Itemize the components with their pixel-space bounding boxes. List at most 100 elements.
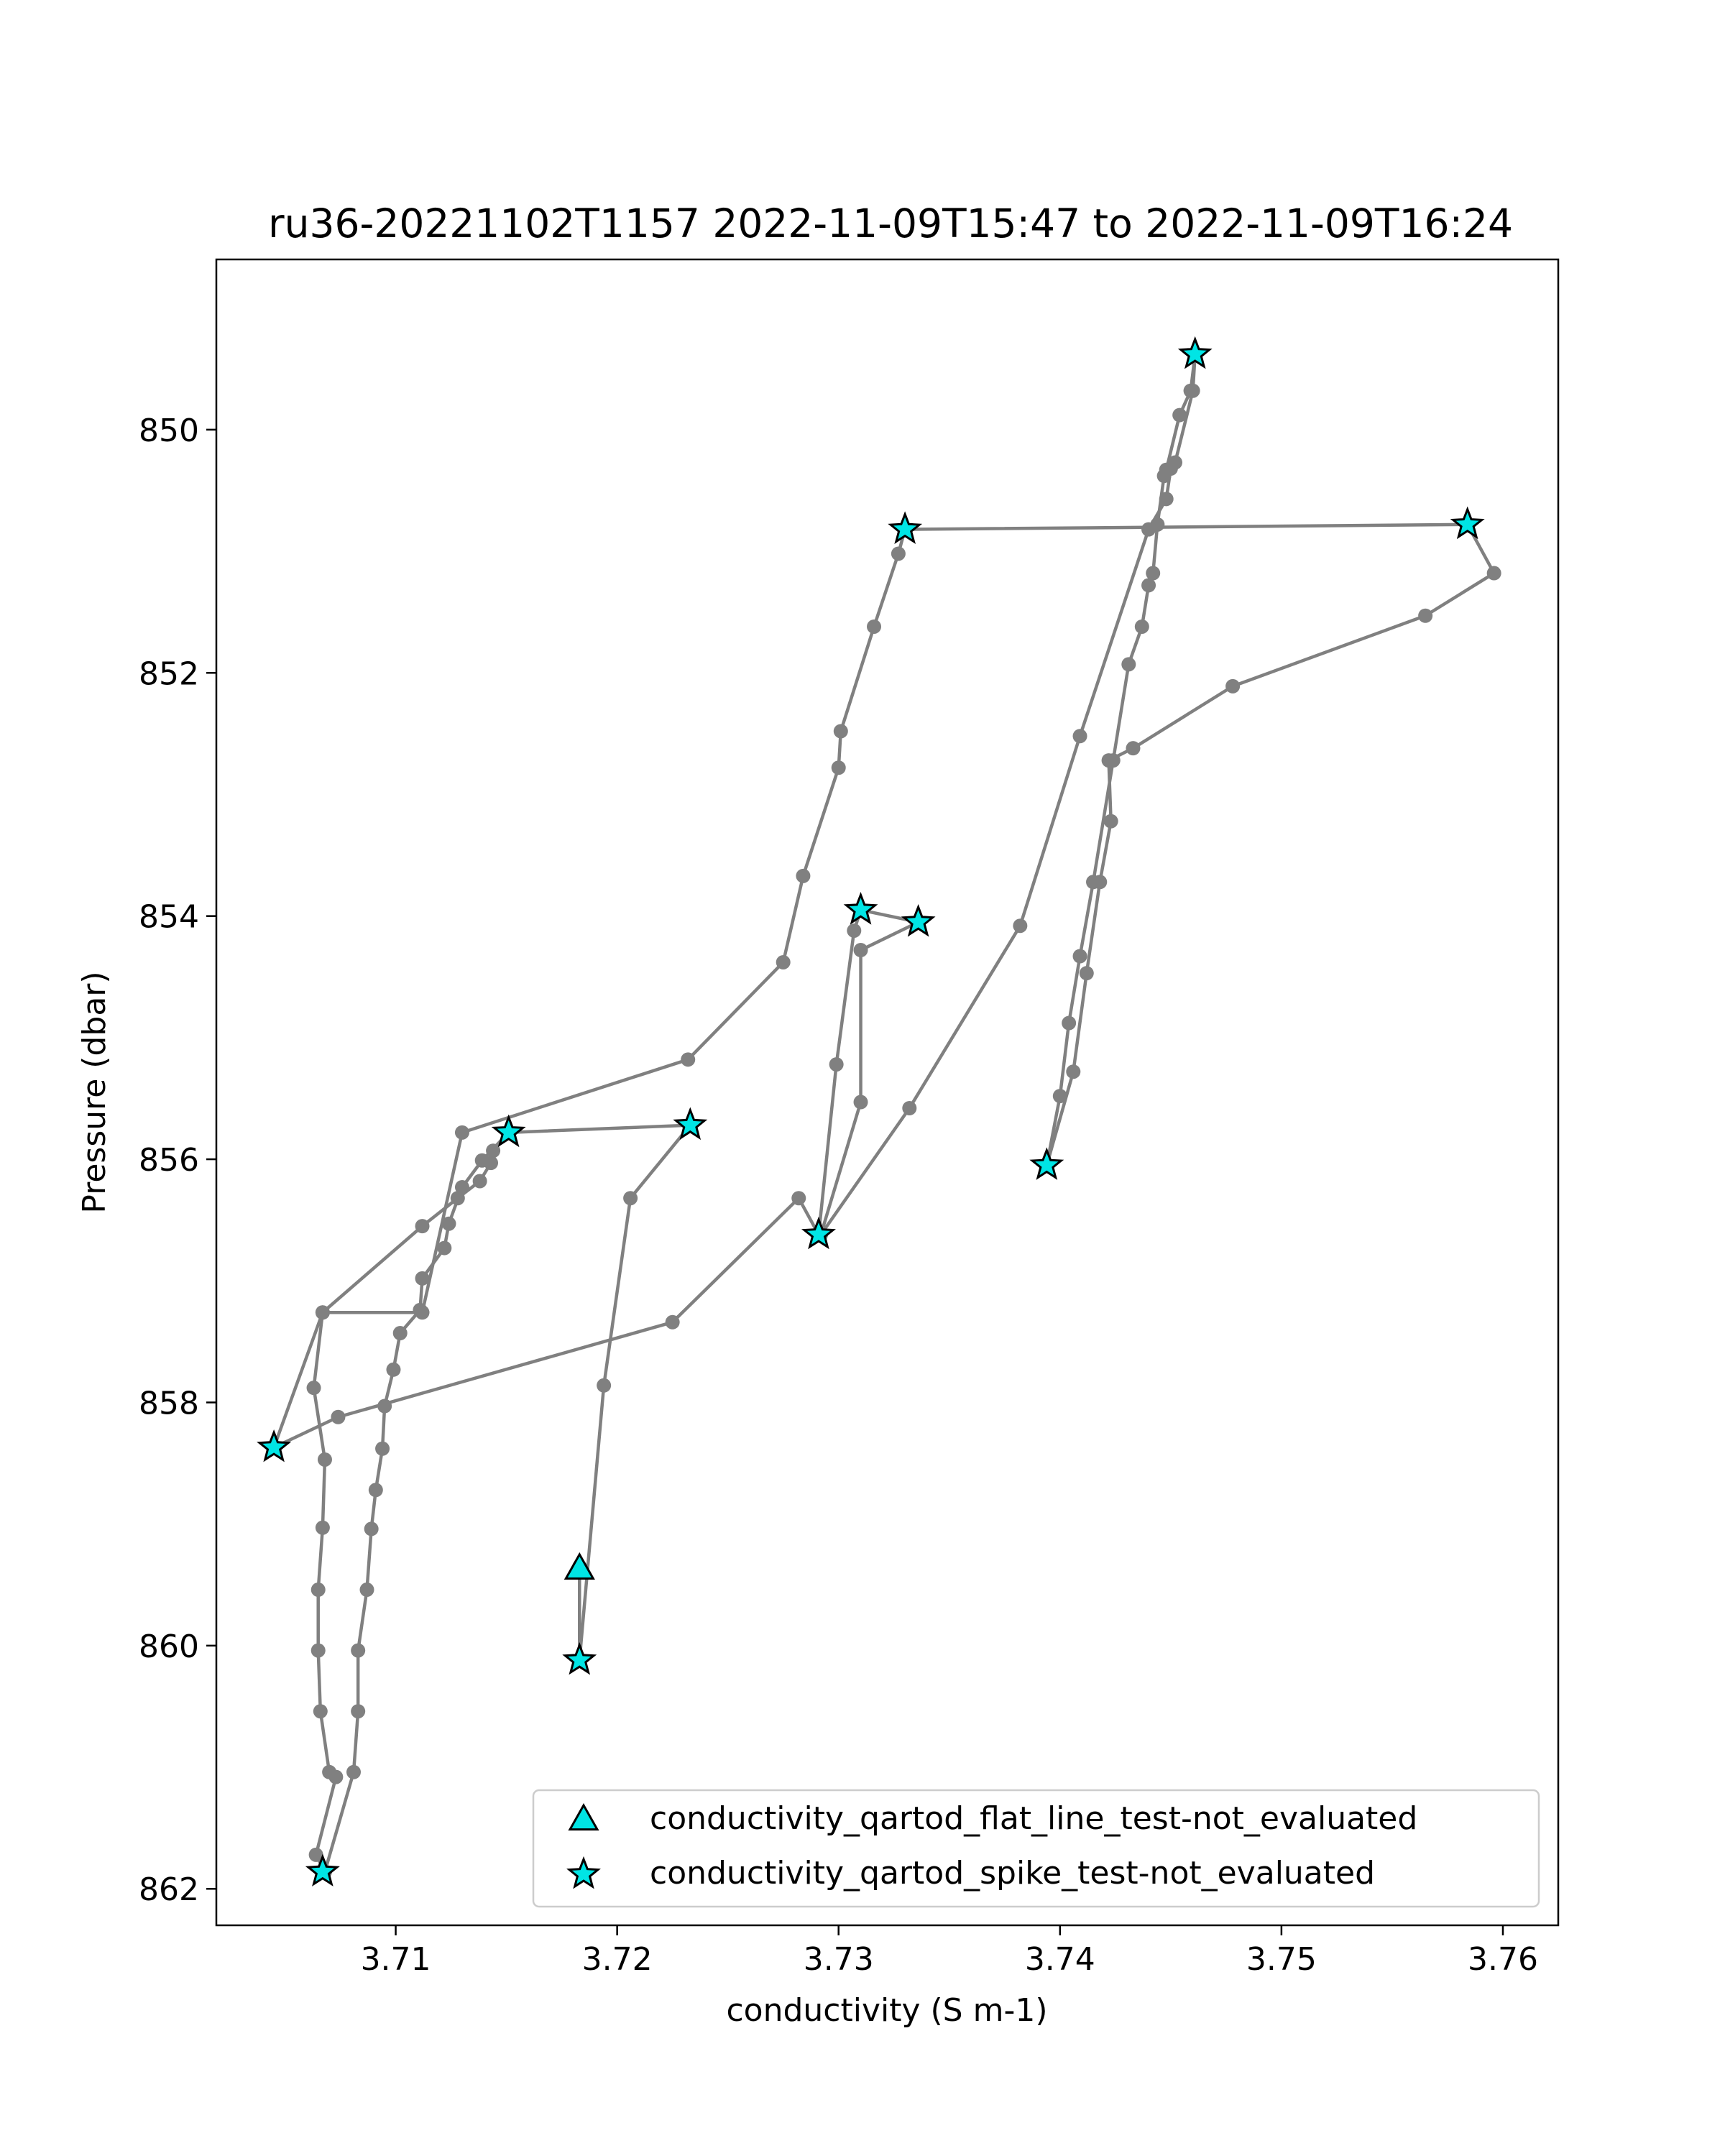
profile-point: [1156, 469, 1172, 484]
profile-line-segment: [1067, 954, 1082, 1025]
profile-point: [386, 1362, 401, 1377]
profile-point: [1225, 678, 1241, 694]
profile-point: [1072, 729, 1087, 744]
flat-line-flag-triangle-marker: [564, 1552, 595, 1580]
profile-point: [681, 1052, 696, 1067]
profile-point: [867, 619, 882, 634]
legend-box: [532, 1789, 1540, 1908]
profile-line-segment: [578, 1383, 606, 1662]
profile-line-segment: [628, 1123, 692, 1200]
profile-point: [902, 1100, 917, 1115]
spike-flag-star-marker: [491, 1114, 526, 1148]
profile-line-segment: [420, 1196, 460, 1228]
profile-point: [315, 1520, 330, 1535]
profile-point: [310, 1583, 326, 1598]
profile-line-segment: [816, 1062, 838, 1237]
profile-point: [413, 1302, 428, 1317]
legend-star-marker: [566, 1856, 601, 1889]
profile-line-segment: [356, 1588, 369, 1652]
profile-line-segment: [834, 929, 856, 1067]
profile-line-segment: [321, 1224, 424, 1314]
y-tick-label: 860: [139, 1628, 199, 1665]
spike-flag-star-marker: [1029, 1147, 1064, 1180]
x-tick-label: 3.76: [1468, 1941, 1538, 1978]
profile-point: [437, 1240, 452, 1256]
x-tick-label: 3.74: [1025, 1941, 1095, 1978]
profile-point: [1079, 966, 1094, 981]
profile-point: [853, 943, 868, 958]
chart-title: ru36-20221102T1157 2022-11-09T15:47 to 2…: [268, 201, 1513, 247]
spike-flag-star-marker: [562, 1642, 597, 1675]
profile-point: [441, 1216, 456, 1231]
profile-point: [310, 1643, 326, 1658]
profile-point: [1062, 1015, 1077, 1031]
profile-point: [829, 1057, 844, 1072]
legend-triangle-icon: [568, 1802, 599, 1831]
profile-line-segment: [1173, 389, 1195, 464]
plot-frame: [215, 258, 1560, 1927]
profile-point: [472, 1174, 487, 1189]
profile-point: [313, 1704, 328, 1719]
legend-label-spike: conductivity_qartod_spike_test-not_evalu…: [650, 1855, 1375, 1892]
profile-point: [1103, 814, 1118, 829]
profile-line-segment: [316, 1649, 323, 1713]
spike-flag-star-marker: [305, 1853, 340, 1886]
profile-point: [1418, 608, 1433, 623]
profile-line-segment: [602, 1196, 632, 1388]
profile-point: [364, 1521, 379, 1537]
y-axis-label: Pressure (dbar): [76, 971, 113, 1213]
profile-point: [346, 1764, 362, 1779]
profile-line-segment: [1078, 880, 1095, 958]
profile-point: [1052, 1089, 1067, 1104]
profile-point: [833, 724, 848, 739]
profile-point: [351, 1643, 366, 1658]
profile-point: [1013, 918, 1028, 934]
profile-point: [415, 1271, 430, 1286]
profile-line-segment: [839, 625, 876, 733]
profile-point: [796, 868, 811, 883]
profile-point: [454, 1179, 469, 1194]
profile-point: [1159, 492, 1174, 507]
legend-star-icon: [566, 1856, 601, 1889]
profile-point: [315, 1305, 330, 1320]
y-tick-label: 856: [139, 1142, 199, 1179]
profile-line-segment: [321, 1457, 327, 1529]
profile-line-segment: [351, 1709, 360, 1774]
profile-point: [328, 1769, 344, 1784]
profile-point: [791, 1191, 806, 1206]
profile-point: [1101, 753, 1116, 768]
y-tick-label: 858: [139, 1385, 199, 1422]
profile-point: [1172, 407, 1187, 423]
profile-point: [450, 1191, 465, 1206]
profile-point: [1183, 383, 1198, 398]
profile-line-segment: [1018, 734, 1082, 928]
profile-point: [454, 1125, 469, 1140]
profile-point: [847, 923, 862, 938]
y-tick-label: 854: [139, 899, 199, 936]
profile-point: [597, 1378, 612, 1393]
profile-line-segment: [903, 522, 1469, 531]
spike-flag-star-marker: [901, 903, 936, 937]
spike-flag-star-marker: [257, 1429, 292, 1462]
profile-line-segment: [323, 1770, 356, 1874]
profile-point: [1066, 1064, 1081, 1079]
profile-line-segment: [272, 1310, 325, 1450]
x-tick-label: 3.71: [361, 1941, 431, 1978]
profile-point: [415, 1219, 430, 1234]
profile-line-segment: [1045, 1069, 1075, 1167]
profile-line-segment: [460, 1058, 690, 1135]
profile-point: [351, 1704, 366, 1719]
profile-line-segment: [1085, 880, 1102, 975]
profile-line-segment: [1423, 571, 1496, 617]
profile-line-segment: [1058, 1021, 1071, 1098]
x-tick-label: 3.75: [1246, 1941, 1317, 1978]
profile-point: [375, 1441, 390, 1456]
profile-line-segment: [1131, 684, 1235, 750]
profile-point: [1150, 517, 1165, 532]
profile-line-segment: [312, 1310, 325, 1390]
profile-line-segment: [819, 1106, 911, 1237]
spike-flag-star-marker: [1177, 336, 1213, 369]
profile-line-segment: [1107, 758, 1113, 823]
data-layer: [257, 336, 1501, 1886]
profile-line-segment: [1072, 971, 1089, 1074]
